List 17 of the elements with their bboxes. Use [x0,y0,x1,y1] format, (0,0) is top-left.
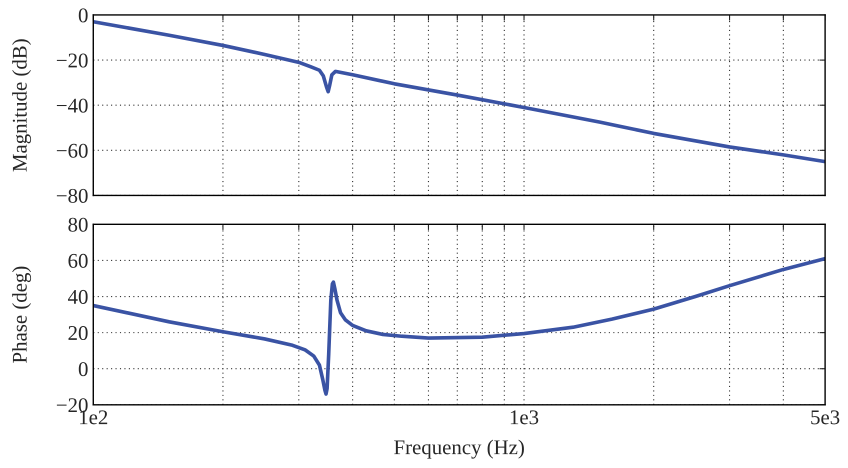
y-tick-label: 40 [68,290,88,304]
x-tick-label: 1e2 [80,410,108,424]
y-axis-title: Phase (deg) [12,266,32,363]
y-tick-label: 0 [78,8,88,22]
y-tick-label: 60 [68,254,88,268]
y-axis-title: Magnitude (dB) [12,39,32,172]
y-tick-label: 80 [68,218,88,232]
y-tick-label: 20 [68,326,88,340]
x-tick-label: 5e3 [811,410,840,424]
y-tick-label: −20 [56,53,88,68]
y-tick-label: −80 [56,188,88,203]
y-tick-label: −40 [56,98,88,113]
x-axis-title: Frequency (Hz) [394,440,524,459]
y-tick-label: −20 [56,398,88,412]
y-tick-label: −60 [56,144,88,158]
x-tick-label: 1e3 [510,410,538,424]
y-tick-label: 0 [78,362,88,376]
